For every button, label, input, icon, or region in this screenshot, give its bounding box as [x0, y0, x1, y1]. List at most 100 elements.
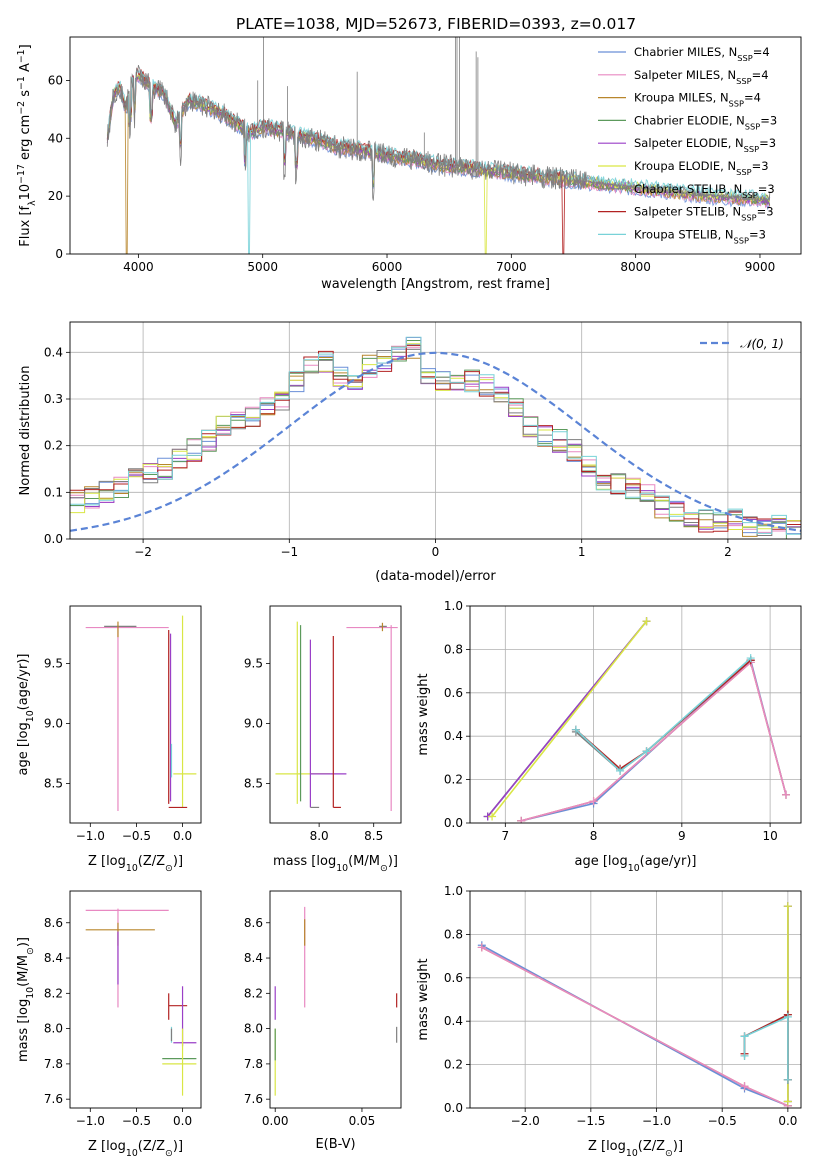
y-tick-label: 0.8 — [444, 927, 463, 941]
y-tick-label: 8.4 — [244, 951, 263, 965]
y-axis-label-part: −1 — [16, 49, 27, 63]
y-tick-label: 7.8 — [244, 1057, 263, 1071]
y-axis-label: mass weight — [416, 673, 431, 755]
legend-entry: Kroupa STELIB, NSSP=3 — [634, 227, 766, 245]
y-tick-label: 0.2 — [44, 439, 63, 453]
legend-entry-part: =3 — [752, 159, 769, 173]
y-axis-label-part: (age/yr)] — [16, 654, 31, 711]
panel-residuals: −2 −1 0 1 2 0.0 0.1 0.2 0.3 0.4 𝒩(0, 1) (data-model… — [18, 321, 802, 584]
legend-entry-part: Chabrier STELIB, N — [634, 182, 742, 196]
legend-entry-part: SSP — [729, 99, 744, 109]
y-tick-label: 1.0 — [444, 599, 463, 613]
y-axis-label: Flux [fλ10−17 erg cm−2 s−1 A−1] — [16, 44, 38, 246]
axes-frame — [69, 890, 202, 1109]
legend-entry-part: =3 — [749, 227, 766, 241]
x-tick-label: −1.5 — [576, 1114, 605, 1128]
x-tick-label: 0.00 — [262, 1114, 289, 1128]
y-tick-label: 7.6 — [44, 1092, 63, 1106]
x-tick-label: −1 — [280, 545, 298, 559]
x-tick-label: −2 — [134, 545, 152, 559]
figure-title: PLATE=1038, MJD=52673, FIBERID=0393, z=0… — [236, 15, 636, 33]
y-tick-label: 8.4 — [44, 951, 63, 965]
x-axis-label-part: )] — [388, 854, 398, 869]
mass-weight-line — [521, 658, 787, 822]
axes-frame — [269, 605, 402, 824]
legend-entry-part: SSP — [745, 121, 760, 131]
y-axis-label: mass [log10(M/M⊙)] — [16, 937, 36, 1062]
y-tick-label: 0.4 — [444, 1014, 463, 1028]
x-axis-label: mass [log10(M/M⊙)] — [273, 854, 398, 874]
x-axis-label-part: 10 — [336, 863, 348, 874]
mass-weight-marker — [642, 747, 651, 756]
x-tick-label: 0.0 — [778, 1114, 797, 1128]
x-tick-label: −0.5 — [708, 1114, 737, 1128]
mass-weight-marker — [740, 1051, 749, 1060]
x-tick-label: 7 — [501, 829, 509, 843]
legend-entry-part: SSP — [736, 76, 751, 86]
y-tick-label: 0 — [55, 247, 63, 261]
x-tick-label: 0.0 — [173, 829, 192, 843]
legend-entry-part: SSP — [737, 53, 752, 63]
legend-entry-part: Chabrier ELODIE, N — [634, 113, 745, 127]
y-tick-label: 8.0 — [44, 1022, 63, 1036]
mass-weight-line — [520, 660, 787, 822]
y-axis-label-part: 10 — [18, 184, 33, 201]
y-axis-label-part: −17 — [16, 164, 27, 184]
panel-mass_vs_ebv: 0.00 0.05 7.6 7.8 8.0 8.2 8.4 8.6 E(B-V) — [244, 890, 402, 1152]
y-tick-label: 1.0 — [444, 884, 463, 898]
x-axis-label-part: (age/yr)] — [640, 854, 697, 869]
legend-entry-part: =4 — [753, 45, 770, 59]
legend-entry: Chabrier STELIB, NSSP=3 — [634, 182, 775, 200]
mass-weight-line — [743, 1013, 789, 1080]
legend-entry: Kroupa ELODIE, NSSP=3 — [634, 159, 769, 177]
legend-entry-part: SSP — [734, 235, 749, 245]
y-tick-label: 8.6 — [244, 916, 263, 930]
x-axis-label-part: )] — [673, 1139, 683, 1154]
x-tick-label: 8000 — [620, 260, 651, 274]
y-tick-label: 0.4 — [444, 729, 463, 743]
x-tick-label: 2 — [724, 545, 732, 559]
y-tick-label: 9.0 — [244, 716, 263, 730]
x-tick-label: 6000 — [372, 260, 403, 274]
mass-weight-marker — [783, 1097, 792, 1106]
x-tick-label: 1 — [578, 545, 586, 559]
x-axis-label-part: (Z/Z — [638, 1139, 665, 1154]
x-tick-label: 0 — [432, 545, 440, 559]
y-tick-label: 0.0 — [444, 816, 463, 830]
x-axis-label-part: 10 — [628, 863, 640, 874]
plot-area-mass_vs_Z — [85, 908, 197, 1096]
axes-frame — [69, 605, 202, 824]
gaussian-legend-label: 𝒩(0, 1) — [740, 337, 784, 351]
x-tick-label: −2.0 — [511, 1114, 540, 1128]
x-axis-label-part: Z [log — [588, 1139, 626, 1154]
x-tick-label: 5000 — [247, 260, 278, 274]
x-axis-label-part: )] — [173, 854, 183, 869]
y-tick-label: 0.2 — [444, 1058, 463, 1072]
y-tick-label: 9.5 — [44, 657, 63, 671]
y-axis-label-part: (M/M — [16, 955, 31, 987]
legend-entry-part: Kroupa ELODIE, N — [634, 159, 736, 173]
y-axis-label-part: s — [18, 90, 33, 101]
x-axis-label: Z [log10(Z/Z⊙)] — [88, 1139, 183, 1159]
model-spectrum-line — [106, 67, 566, 254]
mass-weight-marker — [517, 816, 526, 823]
plot-area-spectrum — [106, 37, 771, 254]
mass-weight-marker — [740, 1032, 749, 1041]
panel-spectrum: 4000 5000 6000 7000 8000 9000 0 20 40 60 wavelengt… — [16, 36, 802, 292]
mass-weight-marker — [783, 1075, 792, 1084]
mass-weight-line — [491, 620, 648, 817]
mass-weight-marker — [783, 902, 792, 911]
mass-weight-marker — [746, 654, 755, 663]
y-axis-label-part: erg cm — [18, 115, 33, 164]
y-tick-label: 9.0 — [44, 716, 63, 730]
y-tick-label: 0.0 — [44, 532, 63, 546]
mass-weight-line — [520, 660, 787, 822]
x-tick-label: 8.5 — [364, 829, 383, 843]
y-axis-label-part: 10 — [25, 987, 36, 999]
y-tick-label: 7.8 — [44, 1057, 63, 1071]
y-axis-label-part: ⊙ — [25, 947, 36, 955]
x-tick-label: 8.0 — [310, 829, 329, 843]
legend-entry-part: Salpeter MILES, N — [634, 68, 736, 82]
y-tick-label: 20 — [48, 189, 63, 203]
legend-entry: Salpeter ELODIE, NSSP=3 — [634, 136, 776, 154]
